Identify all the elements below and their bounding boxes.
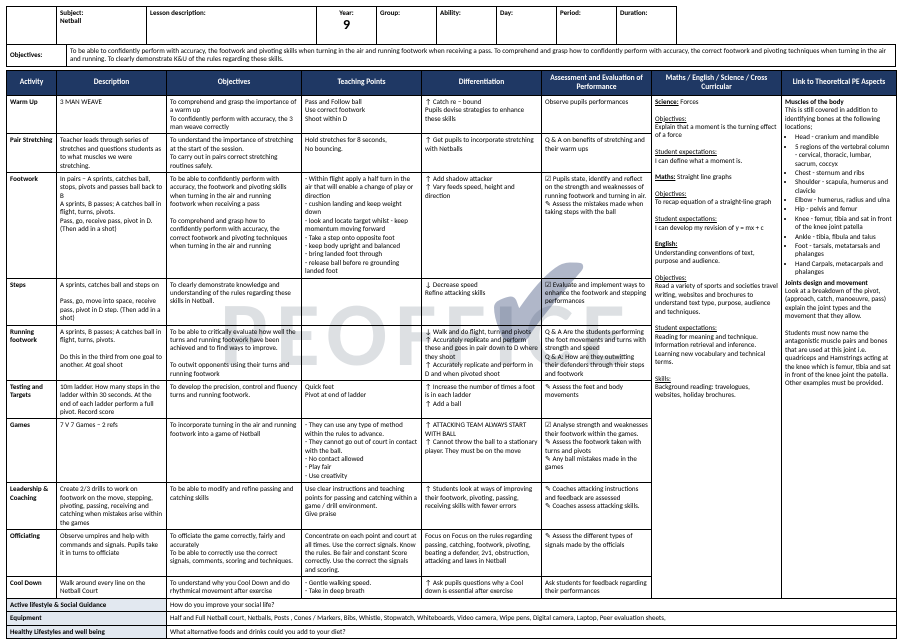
row-warmup: Warm Up 3 MAN WEAVE To comprehend and gr… xyxy=(7,95,897,134)
group-cell: Group: xyxy=(377,7,437,45)
lesson-desc-cell: Lesson description: xyxy=(147,7,317,45)
lesson-number-cell: Lesson no.1-2 xyxy=(7,7,57,45)
duration-cell: Duration: xyxy=(617,7,677,45)
row-active: Active lifestyle & Social Guidance How d… xyxy=(7,598,897,611)
subject-cell: Subject:Netball xyxy=(57,7,147,45)
objectives-table: Objectives: To be able to confidently pe… xyxy=(6,44,896,67)
col-activity: Activity xyxy=(7,70,57,95)
ability-cell: Ability: xyxy=(437,7,497,45)
col-description: Description xyxy=(57,70,167,95)
col-teaching: Teaching Points xyxy=(302,70,422,95)
theory-cell: Muscles of the body This is still covere… xyxy=(782,95,897,598)
cross-curricular-cell: Science: Forces Objectives:Explain that … xyxy=(652,95,782,598)
col-theory: Link to Theoretical PE Aspects xyxy=(782,70,897,95)
bones-list: Head - cranium and mandible5 regions of … xyxy=(785,133,893,276)
main-table: Activity Description Objectives Teaching… xyxy=(6,70,897,639)
col-objectives: Objectives xyxy=(167,70,302,95)
col-assess: Assessment and Evaluation of Performance xyxy=(542,70,652,95)
objectives-text: To be able to confidently perform with a… xyxy=(67,45,896,67)
col-diff: Differentiation xyxy=(422,70,542,95)
year-cell: Year:9 xyxy=(317,7,377,45)
objectives-label: Objectives: xyxy=(7,45,67,67)
day-cell: Day: xyxy=(497,7,557,45)
header-table: Lesson no.1-2 Subject:Netball Lesson des… xyxy=(6,6,896,45)
row-equipment: Equipment Half and Full Netball court, N… xyxy=(7,612,897,625)
col-cross: Maths / English / Science / Cross Curric… xyxy=(652,70,782,95)
period-cell: Period: xyxy=(557,7,617,45)
row-healthy: Healthy Lifestyles and well being What a… xyxy=(7,625,897,638)
